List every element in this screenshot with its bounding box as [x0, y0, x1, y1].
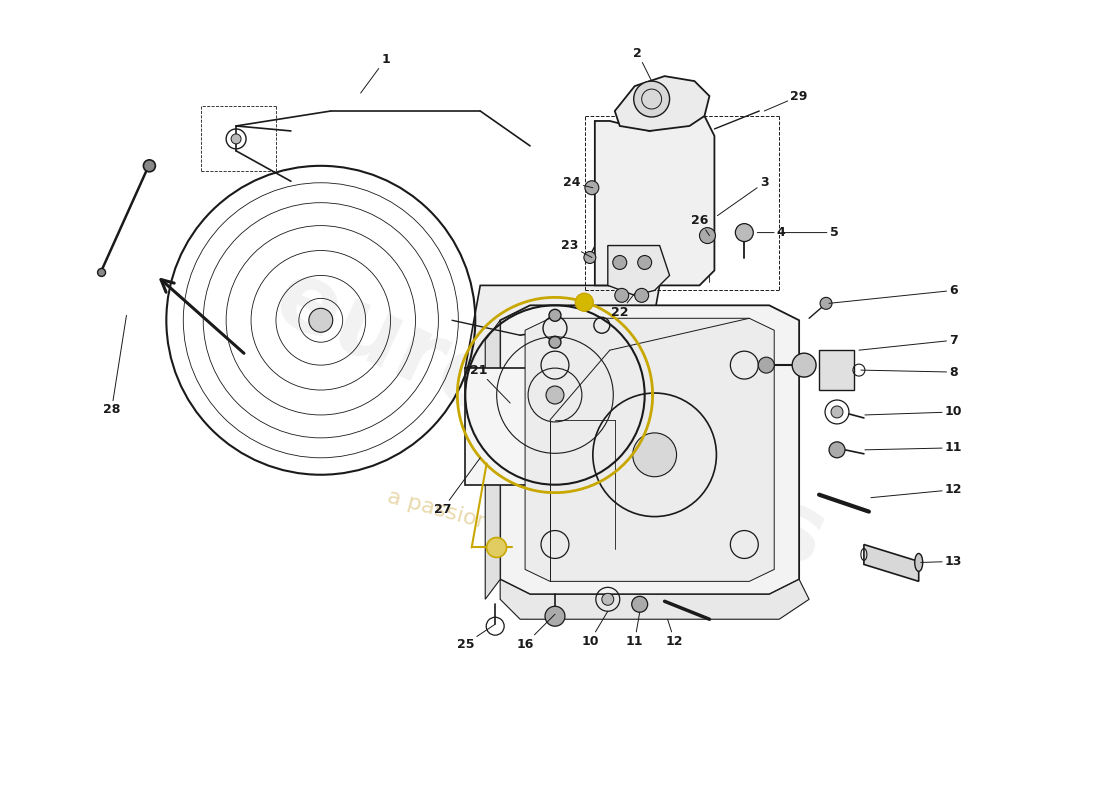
Polygon shape — [485, 320, 501, 599]
Text: 2: 2 — [634, 46, 651, 81]
Text: a passion for parts since 1985: a passion for parts since 1985 — [385, 486, 715, 593]
Circle shape — [602, 594, 614, 606]
Text: 7: 7 — [859, 334, 958, 350]
Circle shape — [549, 310, 561, 322]
Text: 16: 16 — [516, 614, 556, 650]
Circle shape — [821, 298, 832, 310]
Circle shape — [575, 294, 593, 311]
Text: 29: 29 — [764, 90, 807, 111]
Circle shape — [231, 134, 241, 144]
Circle shape — [546, 386, 564, 404]
Polygon shape — [525, 318, 774, 582]
Polygon shape — [820, 350, 854, 390]
Circle shape — [829, 442, 845, 458]
Text: 23: 23 — [561, 239, 592, 258]
Circle shape — [634, 81, 670, 117]
Polygon shape — [465, 368, 645, 485]
Circle shape — [486, 538, 507, 558]
Circle shape — [736, 224, 754, 242]
Text: 21: 21 — [470, 364, 510, 403]
Polygon shape — [465, 286, 660, 368]
Circle shape — [613, 255, 627, 270]
Circle shape — [830, 406, 843, 418]
Text: 28: 28 — [102, 315, 126, 417]
Polygon shape — [864, 545, 918, 582]
Text: eurospares: eurospares — [260, 252, 840, 588]
Text: 6: 6 — [829, 284, 958, 303]
Circle shape — [585, 181, 598, 194]
Text: 26: 26 — [691, 214, 710, 235]
Circle shape — [758, 357, 774, 373]
Text: 5: 5 — [782, 226, 838, 239]
Text: 12: 12 — [871, 483, 962, 498]
Circle shape — [615, 288, 629, 302]
Circle shape — [143, 160, 155, 172]
Polygon shape — [615, 76, 710, 131]
Polygon shape — [608, 246, 670, 295]
Circle shape — [544, 606, 565, 626]
Text: 13: 13 — [921, 555, 962, 568]
Circle shape — [638, 255, 651, 270]
Text: 11: 11 — [865, 442, 962, 454]
Text: 22: 22 — [610, 294, 635, 319]
Text: 3: 3 — [717, 176, 769, 216]
Text: 25: 25 — [456, 624, 495, 650]
Text: 24: 24 — [563, 176, 593, 190]
Circle shape — [631, 596, 648, 612]
Text: 11: 11 — [626, 612, 644, 648]
Polygon shape — [595, 116, 714, 286]
Text: 10: 10 — [581, 611, 608, 648]
Circle shape — [792, 353, 816, 377]
Circle shape — [98, 269, 106, 277]
Text: 12: 12 — [666, 619, 683, 648]
Text: 4: 4 — [757, 226, 785, 239]
Circle shape — [549, 336, 561, 348]
Text: 1: 1 — [361, 53, 389, 93]
Ellipse shape — [915, 554, 923, 571]
Circle shape — [309, 308, 333, 332]
Circle shape — [584, 251, 596, 263]
Circle shape — [635, 288, 649, 302]
Circle shape — [632, 433, 676, 477]
Text: 27: 27 — [433, 458, 481, 516]
Polygon shape — [500, 306, 799, 594]
Polygon shape — [500, 579, 810, 619]
Text: 8: 8 — [861, 366, 958, 378]
Text: 10: 10 — [865, 406, 962, 418]
Circle shape — [700, 228, 715, 243]
